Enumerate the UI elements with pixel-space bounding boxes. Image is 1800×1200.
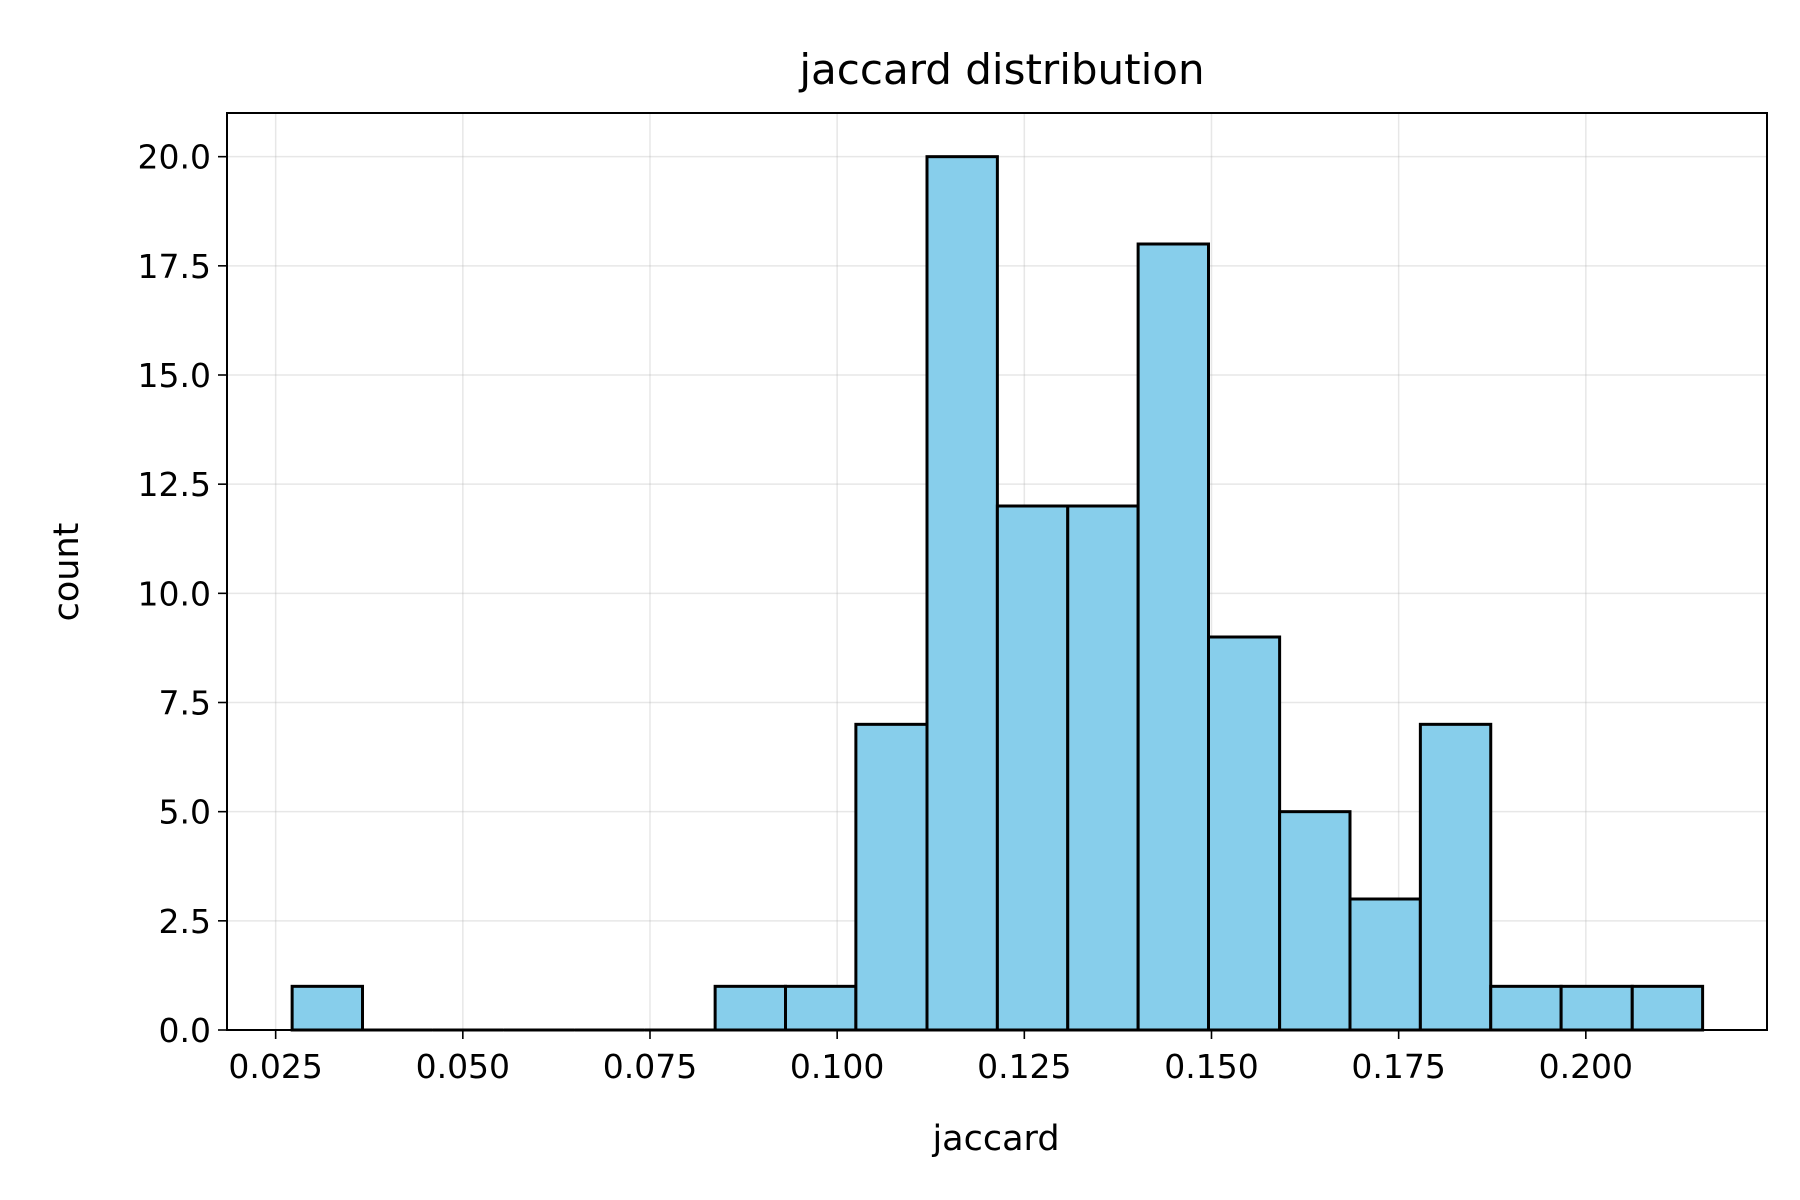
chart-title: jaccard distribution xyxy=(798,45,1204,94)
x-tick-label: 0.175 xyxy=(1351,1047,1445,1086)
histogram-bar xyxy=(1630,984,1705,1032)
y-tick-label: 12.5 xyxy=(138,465,211,504)
histogram-bar xyxy=(995,504,1070,1032)
y-tick-label: 5.0 xyxy=(159,793,211,832)
histogram-bar xyxy=(1278,810,1352,1032)
histogram-bar xyxy=(1066,504,1140,1032)
x-tick-label: 0.200 xyxy=(1539,1047,1633,1086)
histogram-bar xyxy=(1559,984,1634,1032)
histogram-bar xyxy=(713,984,788,1032)
histogram-bar xyxy=(1136,242,1210,1032)
y-tick-label: 7.5 xyxy=(159,684,211,723)
y-axis-ticks: 0.0 2.5 5.0 7.5 10.0 12.5 15.0 17.5 20.0 xyxy=(138,138,227,1050)
x-axis-ticks: 0.025 0.050 0.075 0.100 0.125 0.150 0.175 0.200 xyxy=(228,1030,1633,1086)
x-tick-label: 0.100 xyxy=(790,1047,884,1086)
y-tick-label: 0.0 xyxy=(159,1011,211,1050)
histogram-bar xyxy=(290,984,365,1032)
histogram-bar xyxy=(925,155,999,1032)
x-tick-label: 0.050 xyxy=(416,1047,510,1086)
histogram-bar xyxy=(1206,635,1282,1032)
x-axis-label: jaccard xyxy=(931,1119,1059,1159)
y-tick-label: 10.0 xyxy=(138,574,211,613)
x-tick-label: 0.125 xyxy=(977,1047,1071,1086)
y-axis-label: count xyxy=(47,523,87,622)
y-tick-label: 2.5 xyxy=(159,902,211,941)
y-tick-label: 20.0 xyxy=(138,138,211,177)
plot-area-frame xyxy=(226,112,1768,1031)
x-tick-label: 0.025 xyxy=(228,1047,322,1086)
histogram-bar xyxy=(1348,897,1422,1032)
histogram-bar xyxy=(854,722,929,1032)
histogram-bar xyxy=(1489,984,1563,1032)
y-tick-label: 17.5 xyxy=(138,247,211,286)
histogram-bar xyxy=(784,984,858,1032)
histogram-bar xyxy=(1418,722,1493,1032)
y-tick-label: 15.0 xyxy=(138,356,211,395)
x-tick-label: 0.075 xyxy=(603,1047,697,1086)
x-tick-label: 0.150 xyxy=(1164,1047,1258,1086)
